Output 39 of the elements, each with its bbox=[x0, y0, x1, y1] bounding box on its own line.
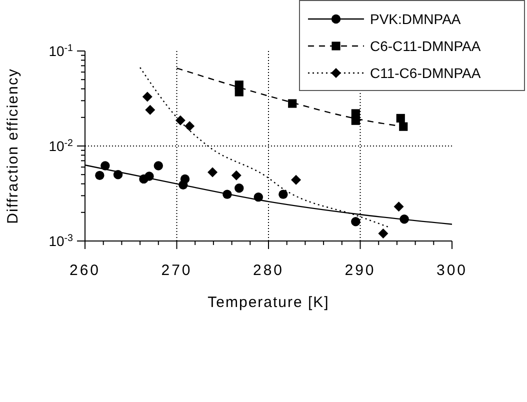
point bbox=[288, 99, 297, 108]
y-tick-label: 10$^{-2}$ bbox=[48, 138, 73, 154]
point bbox=[142, 92, 152, 102]
x-tick-label: 260 bbox=[69, 262, 101, 279]
point bbox=[399, 122, 408, 131]
y-tick-label: 10$^{-3}$ bbox=[48, 232, 74, 249]
point bbox=[351, 217, 360, 226]
point bbox=[222, 190, 232, 199]
legend-label: PVK:DMNPAA bbox=[370, 10, 461, 26]
point bbox=[154, 161, 163, 170]
point bbox=[234, 88, 244, 96]
point bbox=[231, 170, 242, 180]
x-tick-label: 280 bbox=[252, 262, 284, 279]
point bbox=[208, 167, 218, 178]
point bbox=[278, 190, 288, 199]
x-tick-label: 290 bbox=[344, 262, 376, 279]
point bbox=[394, 202, 404, 212]
point bbox=[351, 116, 360, 125]
legend-label: C11-C6-DMNPAA bbox=[370, 64, 481, 80]
point bbox=[145, 104, 156, 115]
point bbox=[378, 228, 388, 238]
point bbox=[254, 192, 264, 202]
x-tick-label: 270 bbox=[161, 262, 192, 279]
point bbox=[396, 114, 405, 123]
x-tick-label: 300 bbox=[436, 262, 468, 279]
point bbox=[95, 170, 104, 180]
y-axis-title: Diffraction efficiency bbox=[4, 68, 22, 224]
point bbox=[234, 184, 244, 193]
point bbox=[175, 115, 186, 126]
legend-label: C6-C11-DMNPAA bbox=[370, 38, 481, 54]
y-tick-label: 10$^{-1}$ bbox=[48, 42, 73, 59]
point bbox=[113, 170, 123, 180]
point bbox=[400, 214, 409, 224]
point bbox=[100, 161, 110, 170]
point bbox=[291, 174, 302, 185]
point bbox=[144, 172, 154, 181]
point bbox=[184, 121, 195, 132]
x-axis-title: Temperature [K] bbox=[208, 294, 330, 311]
point bbox=[180, 174, 190, 184]
